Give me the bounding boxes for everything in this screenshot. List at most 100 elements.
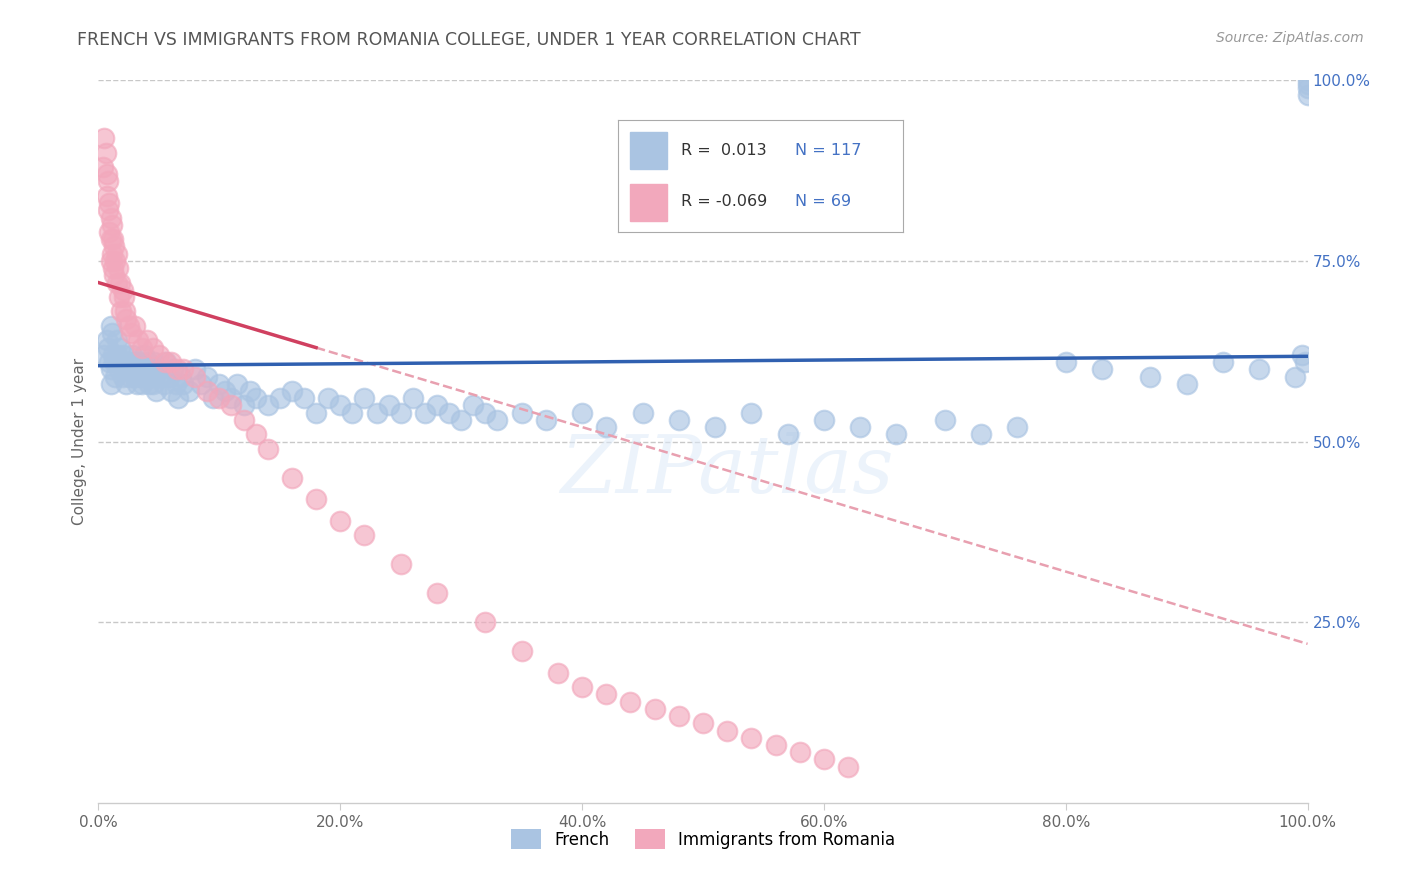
Point <box>100 326 122 340</box>
Point <box>256 442 278 456</box>
Point <box>150 369 173 384</box>
Point <box>118 369 141 384</box>
Point <box>136 355 159 369</box>
Point <box>93 348 115 362</box>
Point <box>98 196 121 211</box>
Point <box>245 427 267 442</box>
Point <box>101 348 124 362</box>
Point <box>100 246 122 260</box>
Point <box>221 391 243 405</box>
Point <box>117 355 139 369</box>
Point <box>1249 362 1271 376</box>
Point <box>765 738 787 752</box>
Point <box>98 355 121 369</box>
Point <box>1175 376 1198 391</box>
Point <box>534 413 557 427</box>
Point <box>716 723 738 738</box>
Text: Source: ZipAtlas.com: Source: ZipAtlas.com <box>1216 31 1364 45</box>
Point <box>1212 355 1234 369</box>
Point <box>108 362 131 376</box>
Point <box>463 398 485 412</box>
Point <box>103 268 125 283</box>
Y-axis label: College, Under 1 year: College, Under 1 year <box>72 358 87 525</box>
Point <box>105 348 128 362</box>
Point <box>644 702 666 716</box>
Point <box>970 427 993 442</box>
Point <box>813 413 835 427</box>
Point <box>155 355 177 369</box>
Point <box>1296 87 1319 102</box>
Point <box>413 406 436 420</box>
Point <box>172 376 194 391</box>
Legend: French, Immigrants from Romania: French, Immigrants from Romania <box>505 822 901 856</box>
Point <box>208 391 231 405</box>
Point <box>135 369 157 384</box>
Point <box>214 384 236 398</box>
Point <box>934 413 956 427</box>
Point <box>107 355 129 369</box>
Point <box>1291 348 1313 362</box>
Point <box>157 369 180 384</box>
Point <box>281 470 304 484</box>
Point <box>221 398 243 412</box>
Point <box>142 376 165 391</box>
Point <box>167 391 190 405</box>
Point <box>112 290 135 304</box>
Point <box>129 369 152 384</box>
Point <box>165 376 187 391</box>
Point <box>619 695 641 709</box>
Point <box>120 355 142 369</box>
Point <box>152 376 174 391</box>
Point <box>96 334 118 348</box>
Point <box>127 334 149 348</box>
Point <box>166 362 188 376</box>
Point <box>121 348 143 362</box>
Point <box>118 318 141 333</box>
Point <box>108 276 131 290</box>
Point <box>169 369 191 384</box>
Point <box>97 203 120 218</box>
Point <box>776 427 799 442</box>
Point <box>93 131 115 145</box>
Point <box>692 716 714 731</box>
Point <box>105 334 128 348</box>
Point <box>474 615 496 630</box>
Point <box>1296 77 1319 91</box>
Point <box>486 413 509 427</box>
Point <box>110 355 132 369</box>
Point <box>100 218 122 232</box>
Point <box>571 680 593 694</box>
Point <box>96 167 118 181</box>
Point <box>316 391 339 405</box>
Point <box>208 376 231 391</box>
Text: FRENCH VS IMMIGRANTS FROM ROMANIA COLLEGE, UNDER 1 YEAR CORRELATION CHART: FRENCH VS IMMIGRANTS FROM ROMANIA COLLEG… <box>77 31 860 49</box>
Point <box>437 406 460 420</box>
Point <box>104 253 127 268</box>
Point <box>184 362 207 376</box>
Point <box>329 514 352 528</box>
Point <box>353 391 375 405</box>
Point <box>135 362 157 376</box>
Point <box>595 420 617 434</box>
Point <box>97 341 120 355</box>
Point <box>305 492 328 507</box>
Point <box>100 362 122 376</box>
Point <box>172 362 194 376</box>
Point <box>190 376 212 391</box>
Point <box>100 211 122 225</box>
Point <box>114 362 136 376</box>
Point <box>1296 73 1319 87</box>
Point <box>160 355 183 369</box>
Point <box>105 246 128 260</box>
Point <box>97 174 120 188</box>
Point <box>245 391 267 405</box>
Point <box>510 644 533 658</box>
Point <box>474 406 496 420</box>
Point <box>1139 369 1161 384</box>
Point <box>108 290 131 304</box>
Point <box>305 406 328 420</box>
Point <box>122 362 145 376</box>
Point <box>104 369 127 384</box>
Point <box>353 528 375 542</box>
Point <box>179 384 201 398</box>
